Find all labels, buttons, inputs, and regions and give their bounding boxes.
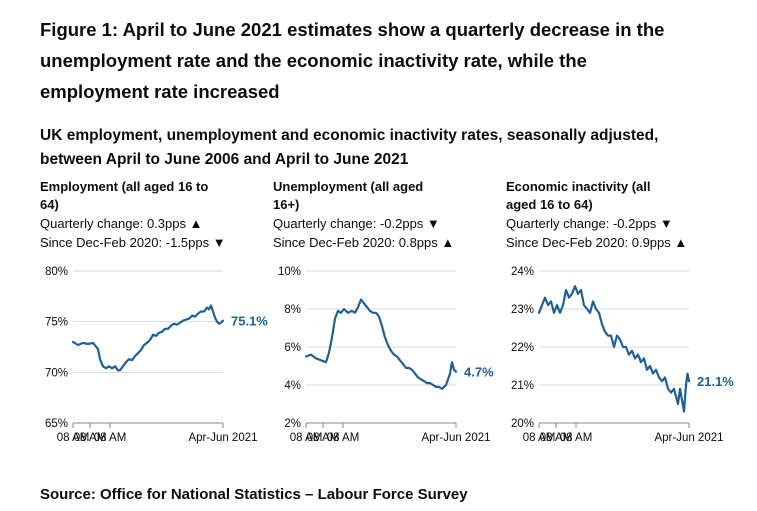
employment-xtick-label: 08 AM	[74, 432, 107, 444]
inactivity-ytick-label: 20%	[511, 418, 534, 430]
employment-panel-title: Employment (all aged 16 to 64)	[40, 179, 209, 212]
inactivity-ytick-label: 23%	[511, 304, 534, 316]
unemployment-panel-header: Unemployment (all aged 16+) Quarterly ch…	[273, 178, 503, 252]
unemployment-xtick-label: 08 AM	[307, 432, 340, 444]
unemployment-ytick-label: 8%	[284, 304, 301, 316]
inactivity-ytick-label: 22%	[511, 342, 534, 354]
unemployment-ytick-label: 10%	[278, 266, 301, 278]
unemployment-ytick-label: 2%	[284, 418, 301, 430]
unemployment-end-label: 4.7%	[464, 365, 494, 380]
inactivity-quarterly-change: Quarterly change: -0.2pps ▼	[506, 216, 673, 231]
unemployment-since-dec-feb: Since Dec-Feb 2020: 0.8pps ▲	[273, 235, 455, 250]
employment-since-dec-feb: Since Dec-Feb 2020: -1.5pps ▼	[40, 235, 226, 250]
figure-title: Figure 1: April to June 2021 estimates s…	[40, 19, 665, 102]
unemployment-xtick-label: Apr-Jun 2021	[421, 432, 490, 444]
inactivity-ytick-label: 21%	[511, 380, 534, 392]
employment-quarterly-change: Quarterly change: 0.3pps ▲	[40, 216, 203, 231]
unemployment-ytick-label: 6%	[284, 342, 301, 354]
employment-ytick-label: 75%	[45, 317, 68, 329]
inactivity-panel-title: Economic inactivity (all aged 16 to 64)	[506, 179, 651, 212]
employment-ytick-label: 70%	[45, 367, 68, 379]
employment-series-line	[71, 304, 225, 372]
inactivity-xtick-label: 08 AM	[560, 432, 593, 444]
figure-subtitle: UK employment, unemployment and economic…	[40, 127, 659, 168]
employment-end-label: 75.1%	[231, 314, 268, 329]
inactivity-xtick-label: 08 AM	[540, 432, 573, 444]
inactivity-ytick-label: 24%	[511, 266, 534, 278]
employment-panel-header: Employment (all aged 16 to 64) Quarterly…	[40, 178, 270, 252]
unemployment-quarterly-change: Quarterly change: -0.2pps ▼	[273, 216, 440, 231]
unemployment-xtick-label: 08 AM	[290, 432, 323, 444]
inactivity-series-line	[537, 285, 691, 413]
employment-xtick-label: 08 AM	[94, 432, 127, 444]
employment-ytick-label: 65%	[45, 418, 68, 430]
inactivity-xtick-label: Apr-Jun 2021	[654, 432, 723, 444]
inactivity-since-dec-feb: Since Dec-Feb 2020: 0.9pps ▲	[506, 235, 688, 250]
unemployment-xtick-label: 08 AM	[327, 432, 360, 444]
employment-xtick-label: Apr-Jun 2021	[188, 432, 257, 444]
source-note: Source: Office for National Statistics –…	[40, 486, 468, 503]
employment-ytick-label: 80%	[45, 266, 68, 278]
unemployment-panel-title: Unemployment (all aged 16+)	[273, 179, 424, 212]
employment-xtick-label: 08 AM	[57, 432, 90, 444]
inactivity-xtick-label: 08 AM	[523, 432, 556, 444]
inactivity-panel-header: Economic inactivity (all aged 16 to 64) …	[506, 178, 736, 252]
unemployment-ytick-label: 4%	[284, 380, 301, 392]
inactivity-end-label: 21.1%	[697, 374, 734, 389]
unemployment-series-line	[304, 298, 458, 390]
